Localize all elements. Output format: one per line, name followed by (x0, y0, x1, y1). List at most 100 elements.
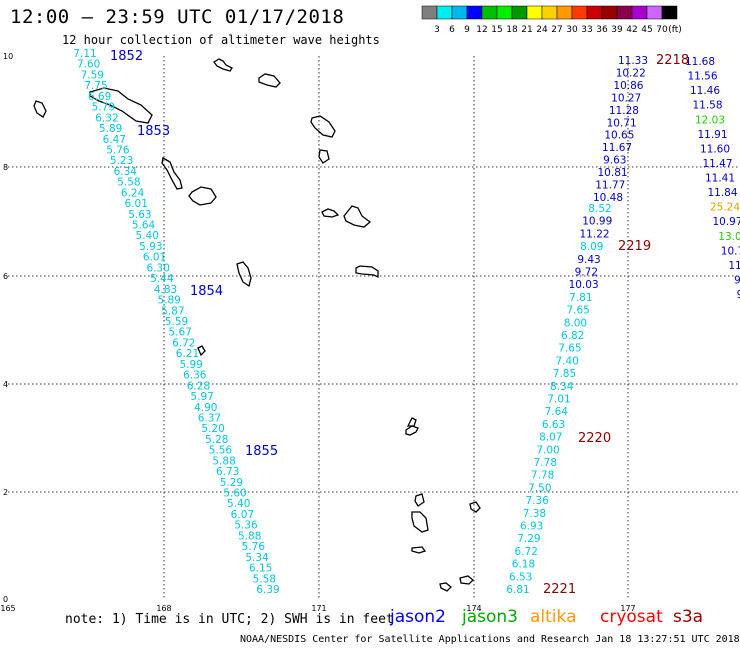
island-shape (439, 582, 452, 592)
wave-height-value: 5.99 (179, 359, 202, 371)
wave-height-value: 10.65 (604, 130, 634, 142)
page-title: 12:00 – 23:59 UTC 01/17/2018 (10, 6, 345, 28)
color-unit-label: (ft) (668, 25, 682, 35)
wave-height-value: 6.37 (198, 412, 221, 424)
wave-height-value: 13.0 (718, 231, 740, 243)
wave-height-value: 5.60 (223, 488, 246, 500)
pass-number-label: 1853 (137, 124, 170, 139)
wave-height-value: 10.22 (616, 67, 646, 79)
wave-height-value: 11.56 (687, 71, 717, 83)
wave-height-value: 7.85 (553, 368, 576, 380)
color-tick-label: 70 (656, 25, 668, 35)
wave-height-value: 4.83 (154, 284, 177, 296)
wave-height-value: 6.15 (249, 563, 272, 575)
wave-height-value: 6.93 (520, 521, 543, 533)
wave-height-value: 6.53 (509, 571, 532, 583)
wave-height-value: 5.97 (190, 391, 213, 403)
pass-number-label: 2221 (543, 582, 576, 597)
footnote: note: 1) Time is in UTC; 2) SWH is in fe… (65, 612, 394, 627)
color-tick-label: 33 (581, 25, 592, 35)
wave-height-value: 5.63 (128, 209, 151, 221)
island-outlines (33, 58, 481, 592)
legend-cryosat: cryosat (600, 607, 663, 627)
wave-height-value: 6.28 (187, 380, 210, 392)
x-tick-label: 171 (311, 604, 326, 612)
island-shape (343, 205, 372, 228)
wave-height-value: 8.00 (564, 317, 587, 329)
page-subtitle: 12 hour collection of altimeter wave hei… (62, 33, 380, 47)
wave-height-value: 5.67 (168, 327, 191, 339)
island-shape (197, 345, 206, 357)
island-shape (318, 149, 330, 164)
x-tick-label: 165 (0, 604, 15, 612)
pass-number-label: 2220 (578, 431, 611, 446)
wave-height-value: 5.56 (209, 445, 233, 457)
x-tick-label: 168 (156, 604, 171, 612)
wave-height-value: 7.60 (77, 59, 100, 71)
wave-height-value: 5.76 (242, 541, 266, 553)
pass-number-label: 1854 (190, 284, 223, 299)
wave-height-value: 11.46 (690, 85, 720, 97)
wave-height-value: 7.38 (523, 508, 546, 520)
island-shape (414, 493, 425, 507)
wave-height-value: 11.33 (618, 55, 648, 67)
wave-height-value: 6.73 (216, 466, 239, 478)
wave-height-value: 5.58 (117, 177, 140, 189)
wave-height-value: 11.67 (602, 142, 632, 154)
wave-height-value: 6.47 (103, 134, 126, 146)
color-swatch (661, 5, 678, 20)
pass-labels: 1852 1853 1854 1855 2218 2219 2220 2221 (110, 49, 689, 597)
wave-height-value: 5.87 (161, 305, 184, 317)
wave-height-value: 6.39 (256, 584, 279, 596)
wave-height-value: 6.32 (95, 112, 118, 124)
y-tick-label: 6 (3, 272, 8, 281)
wave-height-value: 6.82 (561, 330, 584, 342)
island-shape (33, 100, 47, 118)
wave-height-value: 10.99 (582, 216, 612, 228)
color-tick-label: 39 (611, 25, 623, 35)
legend-jason3: jason3 (462, 607, 518, 627)
color-tick-label: 42 (626, 25, 637, 35)
wave-height-value: 5.34 (245, 552, 269, 564)
wave-height-value: 11.22 (580, 228, 610, 240)
wave-height-value: 10.97 (712, 216, 740, 228)
wave-height-value: 6.01 (143, 252, 166, 264)
wave-height-value: 8.07 (539, 432, 562, 444)
wave-height-value: 7.01 (547, 394, 570, 406)
wave-height-value: 6.01 (125, 198, 148, 210)
wave-height-value: 11.41 (705, 173, 735, 185)
island-shape (411, 511, 429, 533)
pass-number-label: 1852 (110, 49, 143, 64)
wave-height-value: 8.52 (588, 203, 611, 215)
wave-height-value: 5.59 (165, 316, 188, 328)
wave-height-value: 5.76 (106, 144, 130, 156)
island-shape (469, 501, 481, 513)
island-shape (161, 156, 183, 190)
wave-height-value: 5.93 (139, 241, 162, 253)
island-shape (236, 261, 252, 288)
color-scale-legend: 3 6 9 12 15 18 21 24 27 30 33 36 39 42 45 70 (ft) (421, 5, 682, 35)
wave-height-value: 6.24 (121, 187, 145, 199)
wave-height-value: 10.81 (598, 167, 628, 179)
wave-height-value: 5.44 (150, 273, 174, 285)
island-shape (258, 73, 281, 88)
wave-height-value: 10.71 (607, 117, 637, 129)
wave-height-value: 10.86 (613, 80, 643, 92)
color-tick-label: 6 (449, 25, 455, 35)
wave-height-value: 6.81 (506, 584, 529, 596)
wave-height-value: 9.72 (575, 267, 598, 279)
wave-height-value: 5.88 (238, 530, 261, 542)
color-tick-label: 36 (596, 25, 608, 35)
island-shape (411, 546, 427, 554)
wave-height-value: 5.89 (157, 295, 180, 307)
wave-height-value: 6.18 (512, 559, 535, 571)
island-shape (213, 58, 233, 72)
island-shape (459, 575, 474, 585)
wave-height-value: 11.28 (609, 105, 639, 117)
y-tick-label: 4 (3, 380, 8, 389)
wave-height-value: 5.88 (212, 455, 235, 467)
wave-height-value: 7.36 (525, 495, 549, 507)
pass-number-label: 2219 (618, 239, 651, 254)
color-tick-label: 30 (566, 25, 578, 35)
wave-height-value: 7.78 (534, 457, 557, 469)
